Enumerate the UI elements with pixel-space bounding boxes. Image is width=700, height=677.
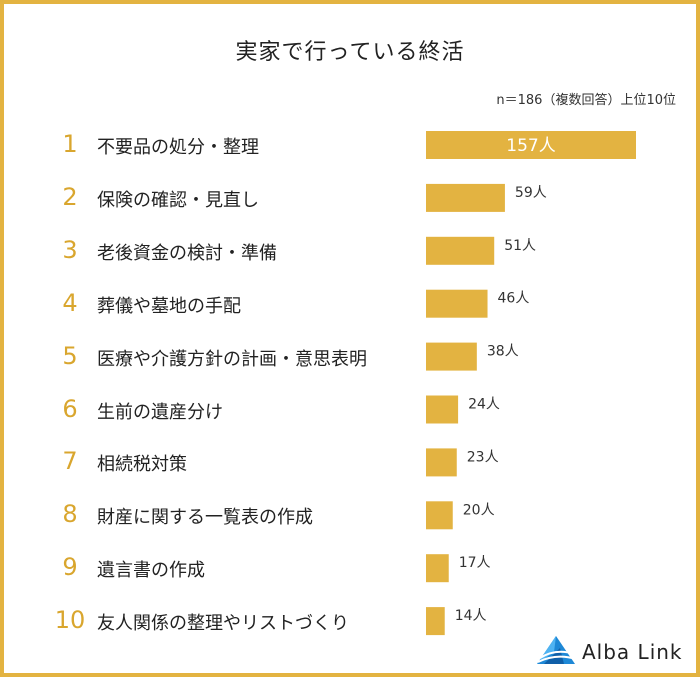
category-label: 生前の遺産分け (97, 401, 223, 423)
value-label: 46人 (498, 291, 530, 307)
value-label: 59人 (515, 185, 547, 201)
alba-link-logo: Alba Link (534, 634, 694, 668)
rank-number: 9 (62, 553, 78, 582)
bar (426, 342, 477, 371)
category-label: 不要品の処分・整理 (97, 137, 259, 158)
rank-number: 6 (62, 394, 78, 423)
bar (426, 289, 488, 318)
bar (426, 395, 459, 424)
brand-name: Alba Link (582, 640, 683, 664)
rank-number: 3 (62, 235, 78, 264)
value-label: 14人 (455, 608, 487, 624)
rank-number: 4 (62, 288, 78, 317)
category-label: 葬儀や墓地の手配 (97, 295, 241, 317)
rank-number: 2 (62, 182, 78, 211)
bar (426, 501, 453, 530)
value-label: 157人 (506, 136, 555, 156)
value-label: 20人 (463, 502, 495, 518)
category-label: 財産に関する一覧表の作成 (97, 507, 313, 529)
rank-number: 7 (62, 447, 78, 476)
bar (426, 607, 445, 636)
rank-number: 8 (62, 500, 78, 529)
chart-title: 実家で行っている終活 (235, 40, 465, 65)
value-label: 51人 (504, 238, 536, 254)
bar (426, 131, 636, 159)
alba-link-logo-icon (537, 636, 577, 664)
rank-number: 10 (54, 606, 86, 635)
bar (426, 448, 457, 477)
value-label: 17人 (459, 555, 491, 571)
bar (426, 554, 449, 583)
sample-note: n＝186（複数回答）上位10位 (496, 93, 676, 108)
category-label: 医療や介護方針の計画・意思表明 (97, 348, 367, 370)
category-label: 友人関係の整理やリストづくり (97, 613, 349, 635)
value-label: 24人 (468, 397, 500, 413)
rank-number: 1 (62, 130, 78, 158)
category-label: 老後資金の検討・準備 (97, 242, 277, 264)
value-label: 38人 (487, 344, 519, 360)
category-label: 遺言書の作成 (97, 560, 205, 582)
category-label: 相続税対策 (97, 454, 187, 476)
bar (426, 236, 495, 265)
rank-number: 5 (62, 341, 78, 370)
bar (426, 183, 505, 212)
value-label: 23人 (467, 449, 499, 465)
category-label: 保険の確認・見直し (97, 189, 259, 211)
